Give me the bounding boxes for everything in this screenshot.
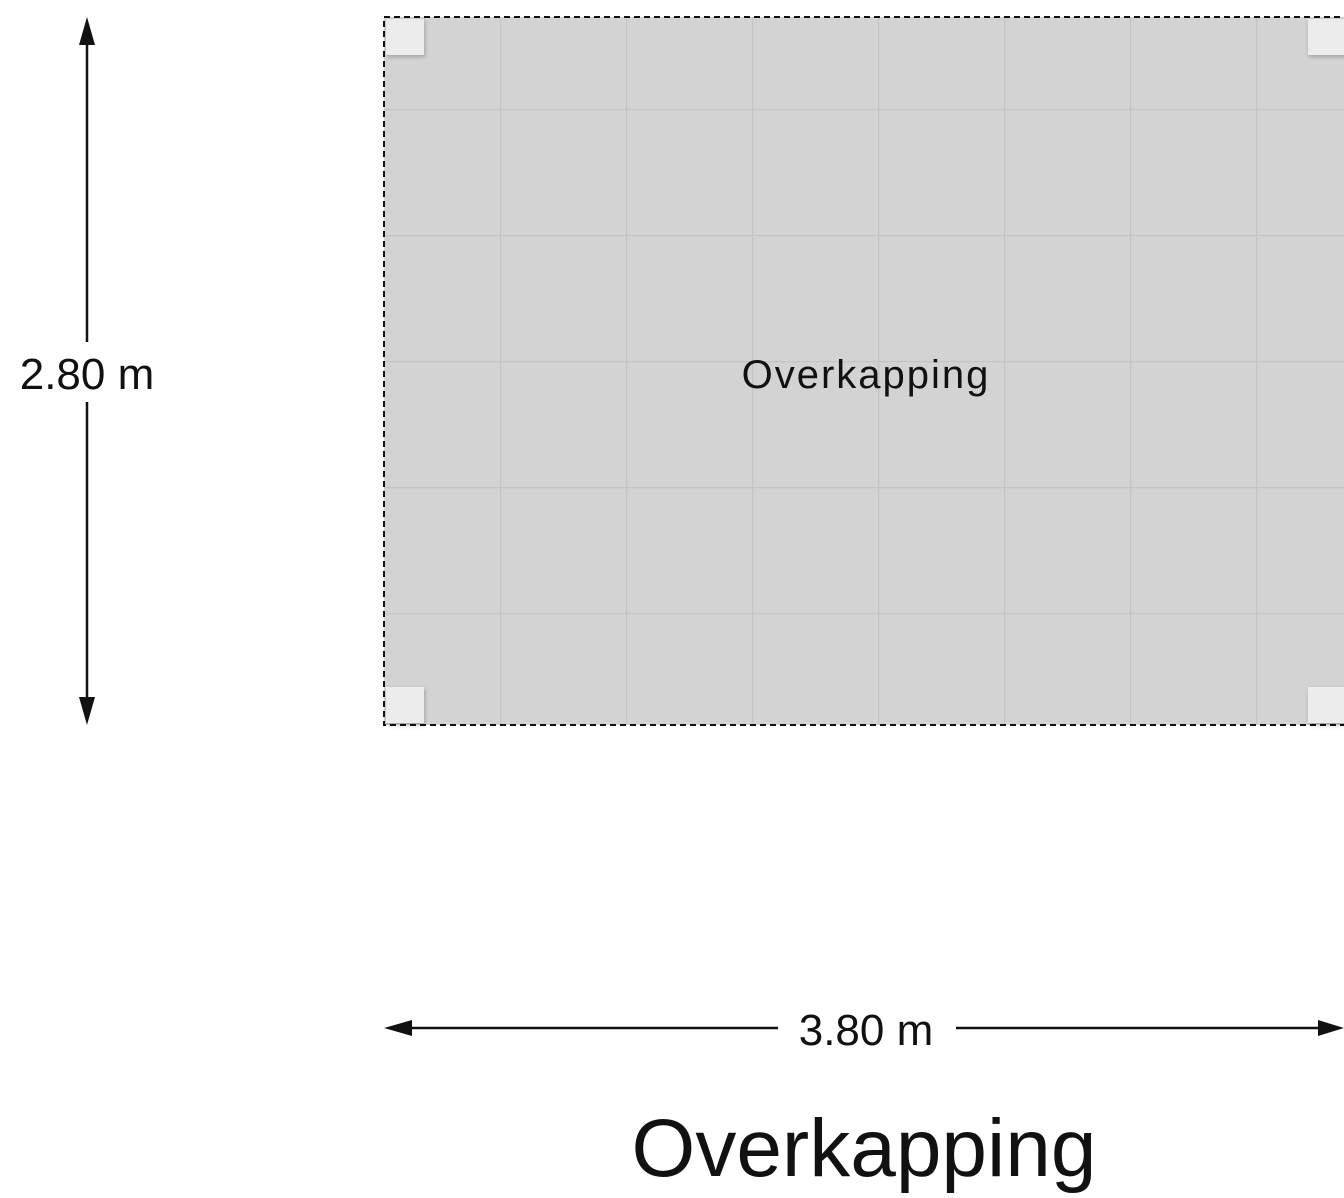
arrow-left-icon [384, 1020, 412, 1036]
plan-title: Overkapping [632, 1103, 1097, 1194]
corner-post-bottom-right [1308, 687, 1344, 723]
height-dimension-label: 2.80 m [20, 350, 155, 399]
room-floor [384, 17, 1344, 725]
arrow-down-icon [79, 697, 95, 725]
height-dimension: 2.80 m [20, 17, 155, 725]
room-label: Overkapping [742, 353, 991, 397]
corner-post-bottom-left [386, 687, 424, 723]
arrow-up-icon [79, 17, 95, 45]
arrow-right-icon [1318, 1020, 1344, 1036]
corner-post-top-right [1308, 19, 1344, 55]
room-overkapping: Overkapping [383, 16, 1344, 726]
corner-post-top-left [386, 19, 424, 55]
room-outline [383, 16, 1344, 726]
width-dimension: 3.80 m [384, 1006, 1344, 1055]
width-dimension-label: 3.80 m [799, 1006, 934, 1055]
